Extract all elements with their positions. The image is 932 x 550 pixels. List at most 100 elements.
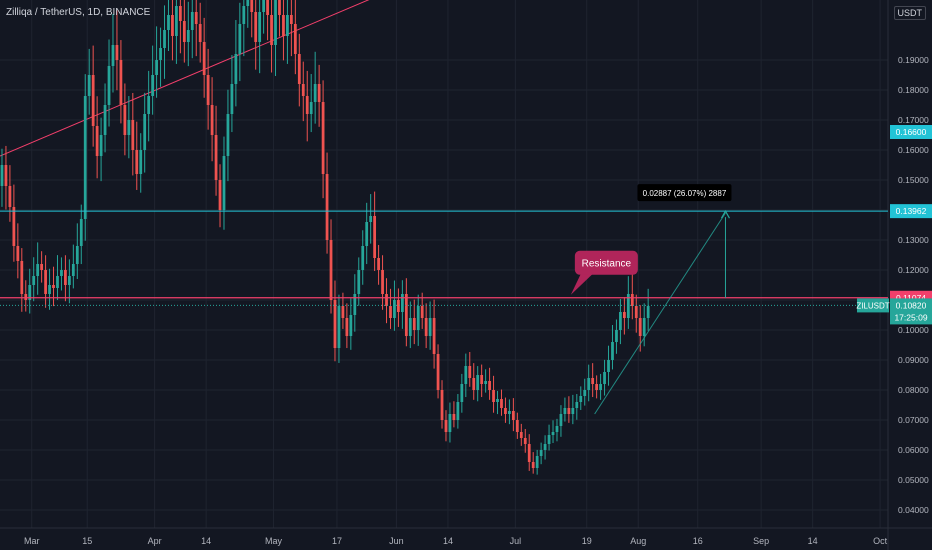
x-tick-label: 16 — [693, 536, 703, 546]
candle-body — [230, 84, 234, 114]
x-tick-label: Aug — [630, 536, 646, 546]
candle-body — [428, 318, 432, 336]
candle-body — [194, 12, 198, 24]
candle-body — [420, 306, 424, 318]
candle-body — [519, 432, 523, 438]
candle-body — [369, 216, 373, 222]
price-tag — [890, 204, 932, 219]
currency-button[interactable]: USDT — [893, 6, 926, 20]
price-tag-label: 0.11074 — [896, 293, 926, 303]
candle-body — [238, 24, 242, 54]
candle-body — [325, 174, 329, 240]
candle-body — [64, 270, 67, 285]
candle-body — [567, 408, 571, 414]
candle-body — [20, 261, 24, 294]
candle-body — [535, 456, 539, 468]
x-tick-label: Jun — [389, 536, 404, 546]
candle-body — [270, 15, 273, 45]
candle-body — [511, 411, 515, 420]
symbol-tag-label: ZILUSDT — [856, 301, 889, 310]
candle-body — [595, 384, 599, 390]
candle-body — [484, 381, 488, 384]
candle-body — [115, 45, 119, 60]
y-tick-label: 0.09000 — [898, 355, 929, 365]
candle-body — [500, 399, 503, 408]
candle-body — [607, 360, 610, 372]
price-tag-label: 0.16600 — [896, 127, 927, 137]
candle-body — [408, 318, 412, 336]
candle-body — [400, 294, 404, 312]
candle-body — [99, 135, 103, 156]
candle-body — [563, 408, 567, 414]
candle-body — [286, 15, 289, 36]
candle-body — [611, 342, 614, 360]
candle-body — [171, 15, 174, 36]
candle-body — [246, 0, 250, 6]
symbol-tag — [857, 298, 889, 313]
y-tick-label: 0.19000 — [898, 55, 929, 65]
candle-body — [333, 300, 337, 348]
candle-body — [615, 330, 618, 342]
candle-body — [210, 105, 214, 135]
candle-body — [321, 102, 325, 174]
y-tick-label: 0.18000 — [898, 85, 929, 95]
candle-body — [242, 6, 246, 24]
candle-body — [622, 312, 626, 318]
x-tick-label: 14 — [808, 536, 818, 546]
candle-body — [559, 414, 563, 426]
candle-body — [377, 258, 380, 270]
candle-body — [464, 366, 468, 384]
y-tick-label: 0.10000 — [898, 325, 929, 335]
candle-body — [258, 12, 262, 42]
candle-body — [397, 300, 400, 312]
y-tick-label: 0.05000 — [898, 475, 929, 485]
candle-body — [4, 165, 8, 186]
candle-body — [361, 246, 365, 270]
candle-body — [12, 207, 16, 246]
candle-body — [476, 375, 480, 390]
candle-body — [143, 114, 147, 150]
candle-body — [175, 6, 178, 36]
current-price-label: 0.10820 — [896, 300, 927, 310]
candle-body — [282, 15, 285, 36]
candle-body — [44, 270, 47, 294]
candle-body — [508, 411, 511, 414]
candle-body — [206, 75, 210, 105]
candle-body — [32, 276, 36, 285]
candle-body — [404, 294, 408, 336]
candle-body — [95, 126, 99, 156]
candle-body — [444, 420, 448, 432]
candle-body — [432, 318, 436, 354]
candle-body — [24, 294, 28, 300]
candle-body — [381, 270, 384, 294]
candle-body — [40, 264, 44, 270]
candle-body — [531, 462, 535, 468]
candle-body — [416, 306, 420, 330]
candle-body — [591, 378, 595, 384]
trend-line — [0, 0, 370, 157]
candle-body — [186, 30, 190, 42]
candle-body — [8, 186, 12, 207]
candle-body — [36, 264, 40, 276]
candle-body — [492, 390, 495, 402]
candle-body — [630, 294, 634, 306]
y-tick-label: 0.04000 — [898, 505, 929, 515]
candle-body — [71, 264, 75, 276]
candle-body — [83, 96, 87, 219]
candle-body — [357, 270, 361, 294]
x-tick-label: 17 — [332, 536, 342, 546]
candle-body — [309, 102, 313, 114]
candle-body — [634, 306, 638, 318]
x-tick-label: 19 — [582, 536, 592, 546]
resistance-callout-pointer — [570, 273, 593, 295]
candle-body — [103, 105, 107, 135]
candle-body — [547, 435, 551, 444]
y-tick-label: 0.07000 — [898, 415, 929, 425]
candle-body — [79, 219, 83, 246]
candle-body — [353, 294, 357, 315]
candle-body — [262, 0, 266, 12]
candle-body — [155, 60, 158, 75]
price-tag-label: 0.13962 — [896, 206, 927, 216]
candle-body — [222, 156, 226, 210]
